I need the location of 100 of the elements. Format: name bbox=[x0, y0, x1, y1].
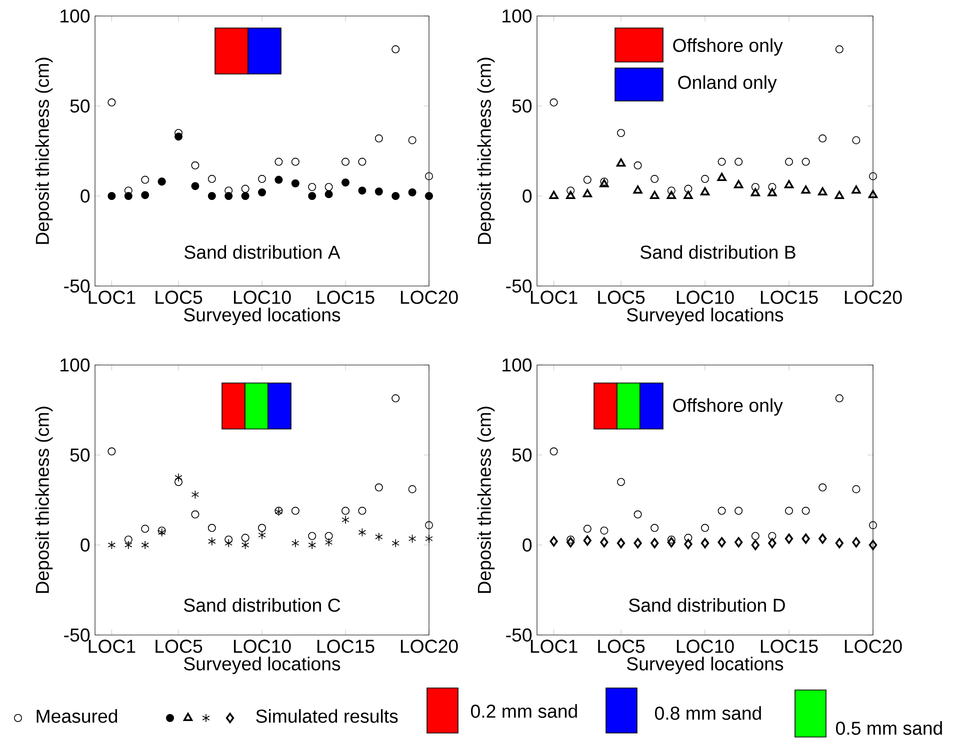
point bbox=[324, 182, 333, 191]
x-tick-label: LOC1 bbox=[530, 640, 578, 653]
point bbox=[868, 540, 878, 550]
point bbox=[241, 192, 250, 200]
point bbox=[425, 521, 433, 530]
point bbox=[208, 174, 216, 183]
point bbox=[667, 537, 676, 548]
point bbox=[684, 534, 692, 542]
point bbox=[374, 187, 383, 196]
x-tick-label: LOC20 bbox=[400, 290, 458, 304]
point bbox=[174, 478, 183, 486]
point bbox=[224, 536, 233, 544]
point bbox=[158, 528, 166, 537]
point bbox=[141, 540, 149, 550]
annotation: Offshore only bbox=[673, 38, 783, 56]
point bbox=[818, 483, 827, 492]
x-tick-label: LOC1 bbox=[88, 640, 136, 653]
point bbox=[717, 172, 726, 181]
point bbox=[124, 192, 132, 200]
point bbox=[566, 537, 575, 548]
x-tick-label: LOC20 bbox=[844, 640, 902, 653]
point bbox=[700, 187, 710, 196]
point bbox=[684, 538, 692, 550]
point bbox=[634, 161, 642, 170]
point bbox=[274, 176, 283, 184]
point bbox=[549, 190, 558, 199]
point bbox=[633, 185, 642, 194]
point bbox=[701, 174, 709, 183]
point bbox=[291, 158, 300, 166]
point bbox=[308, 532, 316, 540]
point bbox=[734, 537, 743, 548]
point bbox=[852, 537, 860, 548]
point bbox=[834, 190, 844, 199]
point bbox=[835, 538, 844, 548]
point bbox=[408, 534, 416, 544]
x-axis-title: Surveyed locations bbox=[184, 308, 340, 326]
point bbox=[667, 186, 676, 195]
y-axis-title: Deposit thickness (cm) bbox=[35, 406, 53, 593]
point bbox=[751, 182, 760, 191]
y-tick-label: -50 bbox=[64, 628, 90, 642]
annotation: Sand distribution C bbox=[184, 598, 340, 612]
x-tick-label: LOC5 bbox=[156, 290, 202, 304]
point bbox=[634, 538, 642, 548]
x-tick-label: LOC10 bbox=[676, 640, 734, 653]
point bbox=[241, 534, 250, 542]
annotation: Sand distribution A bbox=[184, 245, 340, 259]
point bbox=[324, 532, 333, 540]
point bbox=[208, 192, 216, 200]
point bbox=[141, 524, 150, 533]
point bbox=[342, 178, 350, 186]
annotation: Sand distribution B bbox=[640, 245, 796, 259]
x-tick-label: LOC10 bbox=[234, 290, 291, 304]
point bbox=[701, 524, 709, 532]
point bbox=[375, 532, 383, 542]
point bbox=[342, 158, 350, 166]
annotation: Offshore only bbox=[673, 398, 783, 416]
point bbox=[158, 526, 166, 535]
point bbox=[191, 510, 200, 518]
point bbox=[274, 158, 283, 166]
point bbox=[392, 394, 400, 402]
point bbox=[392, 45, 400, 54]
point bbox=[684, 184, 692, 193]
y-tick-label: 50 bbox=[512, 448, 532, 462]
point bbox=[869, 521, 877, 530]
point bbox=[852, 485, 860, 494]
legend-label: Simulated results bbox=[256, 709, 398, 723]
x-tick-label: LOC10 bbox=[676, 290, 734, 304]
y-axis-title: Deposit thickness (cm) bbox=[477, 58, 495, 244]
point bbox=[818, 134, 827, 142]
x-axis-title: Surveyed locations bbox=[184, 656, 340, 674]
point bbox=[124, 540, 132, 550]
point bbox=[734, 506, 743, 515]
y-tick-label: 0 bbox=[522, 538, 532, 552]
point bbox=[869, 172, 877, 180]
point bbox=[258, 530, 266, 540]
point bbox=[734, 158, 743, 166]
point bbox=[734, 180, 744, 188]
text: 0.5 mm sand bbox=[836, 721, 942, 735]
y-tick-label: 50 bbox=[70, 99, 90, 113]
point bbox=[566, 186, 575, 195]
point bbox=[818, 187, 828, 196]
point bbox=[700, 538, 710, 548]
point bbox=[408, 188, 416, 196]
point bbox=[666, 190, 676, 199]
point bbox=[650, 190, 660, 199]
point bbox=[650, 174, 659, 183]
y-tick-label: -50 bbox=[506, 279, 532, 293]
point bbox=[108, 192, 116, 200]
y-tick-label: 100 bbox=[60, 358, 90, 372]
point bbox=[768, 182, 776, 191]
x-tick-label: LOC20 bbox=[844, 290, 902, 304]
point bbox=[583, 524, 592, 533]
point bbox=[801, 185, 810, 194]
point bbox=[141, 191, 150, 200]
point bbox=[667, 536, 676, 544]
point bbox=[583, 535, 592, 546]
legend-label: Measured bbox=[36, 709, 118, 723]
point bbox=[718, 158, 726, 166]
annotation: Sand distribution D bbox=[629, 598, 785, 612]
point bbox=[600, 526, 608, 535]
